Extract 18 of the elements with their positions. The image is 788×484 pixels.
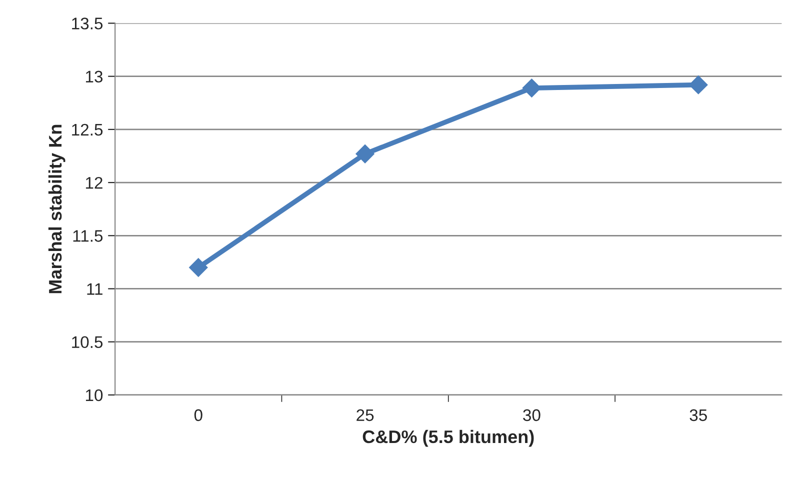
point: [522, 78, 542, 98]
x-axis-title: C&D% (5.5 bitumen): [362, 430, 534, 447]
y-tick-label: 12: [86, 176, 102, 189]
y-tick-label: 13: [86, 70, 103, 83]
x-tick-label: 0: [194, 409, 202, 422]
point: [689, 75, 708, 94]
y-tick-label: 11: [87, 283, 102, 295]
x-tick-label: 35: [690, 409, 707, 422]
point: [189, 258, 208, 277]
y-tick-label: 12.5: [72, 124, 103, 136]
x-tick-label: 30: [523, 409, 540, 422]
y-tick-label: 10: [86, 389, 103, 402]
y-axis-title: Marshal stability Kn: [48, 124, 66, 294]
point: [356, 144, 374, 164]
y-tick-label: 13.5: [72, 18, 103, 30]
x-tick-label: 25: [356, 409, 374, 422]
y-tick-label: 11.5: [73, 230, 103, 242]
y-tick-label: 10.5: [72, 336, 103, 348]
